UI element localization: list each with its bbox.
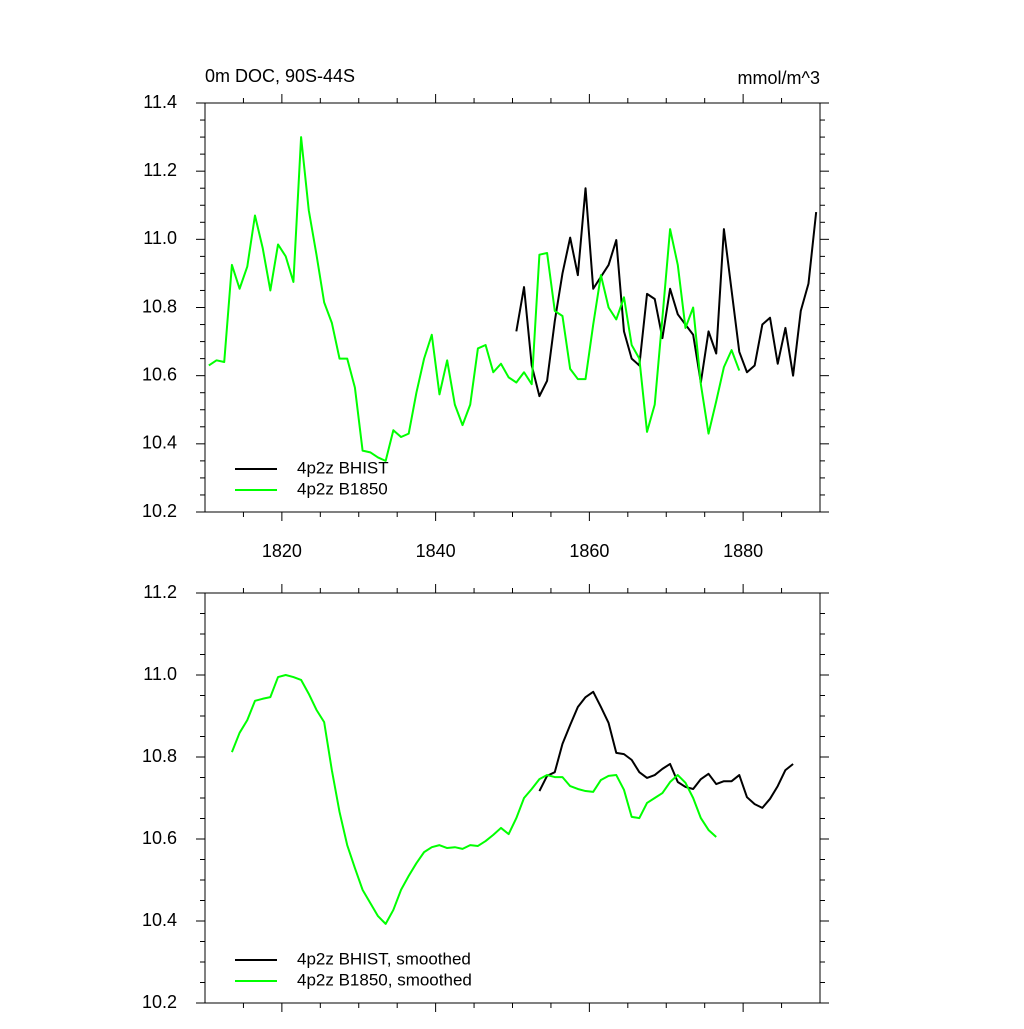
- data-line: [230, 674, 717, 925]
- y-tick-label: 10.2: [142, 501, 177, 521]
- y-tick-label: 10.8: [142, 746, 177, 766]
- plot-frame: [204, 592, 821, 1004]
- data-line: [208, 136, 741, 462]
- units-label: mmol/m^3: [738, 68, 820, 88]
- chart-title: 0m DOC, 90S-44S: [205, 66, 355, 86]
- y-tick-label: 11.0: [143, 228, 177, 248]
- x-tick-label: 1820: [262, 541, 302, 561]
- y-tick-label: 10.8: [142, 296, 177, 316]
- y-tick-label: 11.2: [143, 582, 177, 602]
- legend-label: 4p2z BHIST, smoothed: [297, 949, 471, 968]
- y-tick-label: 11.4: [143, 92, 177, 112]
- x-tick-label: 1840: [416, 541, 456, 561]
- plot-frame: [204, 102, 821, 513]
- x-tick-label: 1880: [723, 541, 763, 561]
- y-tick-label: 11.0: [143, 664, 177, 684]
- legend-label: 4p2z B1850: [297, 479, 388, 498]
- data-line: [515, 187, 818, 398]
- y-tick-label: 11.2: [143, 160, 177, 180]
- y-tick-label: 10.4: [142, 433, 177, 453]
- y-tick-label: 10.6: [142, 828, 177, 848]
- y-tick-label: 10.2: [142, 992, 177, 1012]
- x-tick-label: 1860: [569, 541, 609, 561]
- data-line: [538, 690, 794, 809]
- legend-label: 4p2z BHIST: [297, 458, 389, 477]
- legend-label: 4p2z B1850, smoothed: [297, 970, 472, 989]
- y-tick-label: 10.4: [142, 910, 177, 930]
- y-tick-label: 10.6: [142, 364, 177, 384]
